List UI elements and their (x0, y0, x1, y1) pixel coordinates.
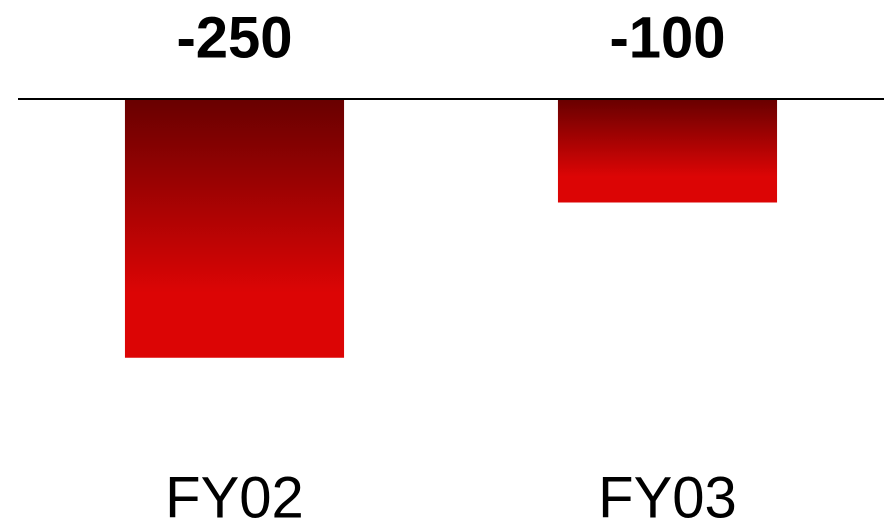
value-label: -100 (609, 5, 725, 70)
x-tick-label: FY02 (165, 465, 304, 530)
bar (557, 99, 778, 203)
bar (124, 99, 345, 358)
x-tick-label: FY03 (598, 465, 737, 530)
value-label: -250 (176, 5, 292, 70)
